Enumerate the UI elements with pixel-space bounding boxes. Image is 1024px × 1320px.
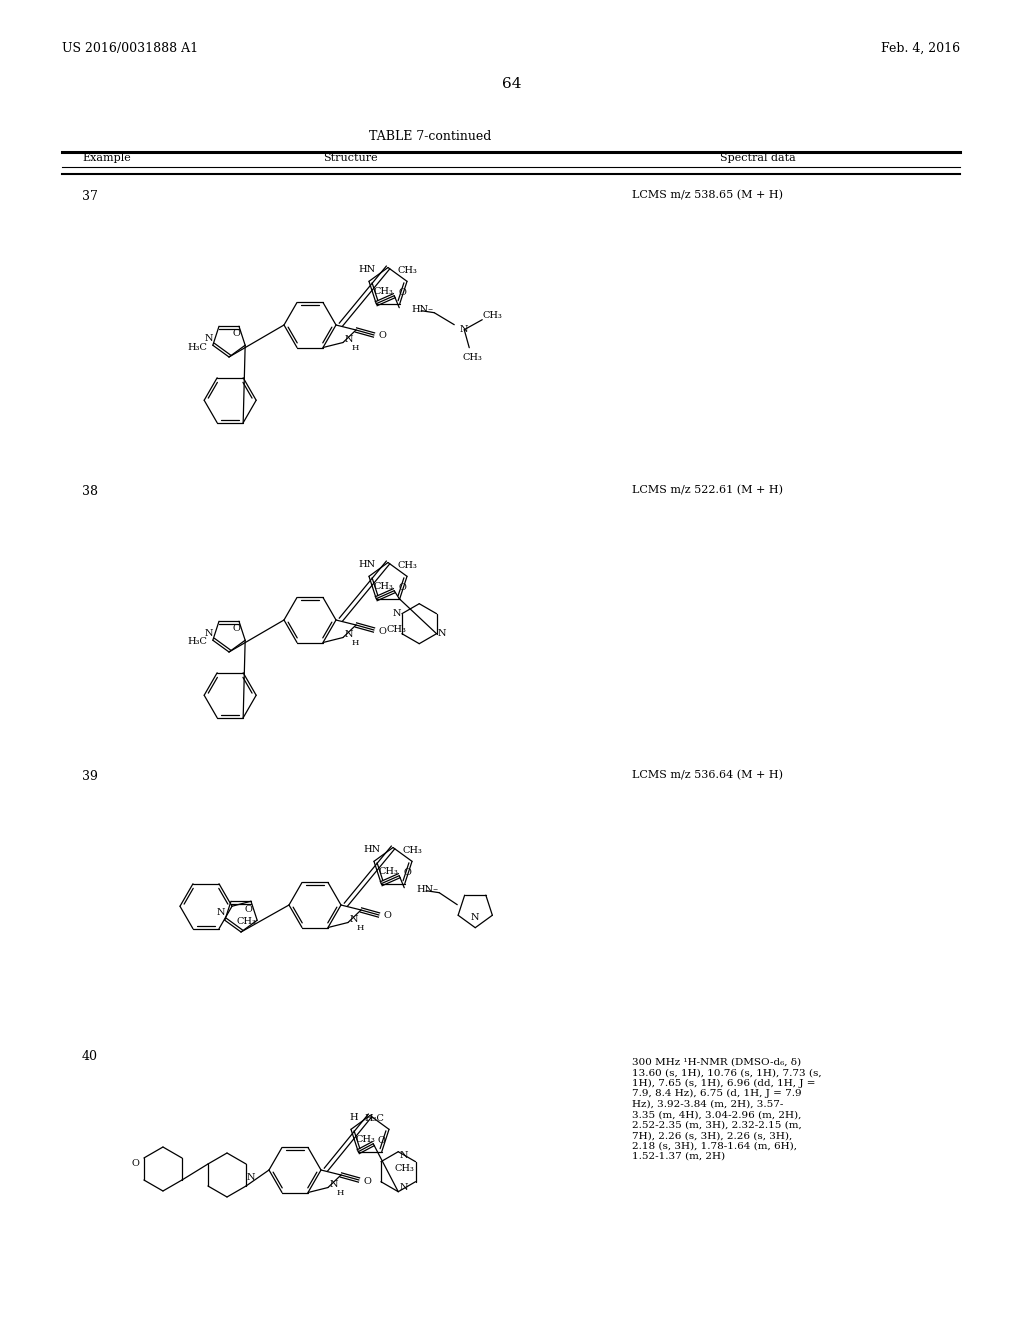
Text: CH₃: CH₃ [378,867,398,876]
Text: N: N [205,628,213,638]
Text: 37: 37 [82,190,98,203]
Text: CH₃: CH₃ [373,582,393,591]
Text: CH₃: CH₃ [387,626,407,634]
Text: Example: Example [82,153,131,162]
Text: H: H [356,924,364,932]
Text: 39: 39 [82,770,98,783]
Text: O: O [383,912,391,920]
Text: H: H [351,639,358,647]
Text: Spectral data: Spectral data [720,153,796,162]
Text: N: N [330,1180,338,1189]
Text: O: O [378,331,386,341]
Text: O: O [398,583,407,593]
Text: N: N [460,325,469,334]
Text: N: N [345,630,353,639]
Text: N: N [205,334,213,343]
Text: 40: 40 [82,1049,98,1063]
Text: 300 MHz ¹H-NMR (DMSO-d₆, δ)
13.60 (s, 1H), 10.76 (s, 1H), 7.73 (s,
1H), 7.65 (s,: 300 MHz ¹H-NMR (DMSO-d₆, δ) 13.60 (s, 1H… [632,1059,821,1160]
Text: O: O [232,329,240,338]
Text: CH₃: CH₃ [402,846,422,855]
Text: O: O [377,1137,385,1146]
Text: CH₃: CH₃ [355,1135,375,1144]
Text: N: N [437,630,445,638]
Text: O: O [244,904,252,913]
Text: N: N [400,1151,409,1160]
Text: N: N [471,913,479,923]
Text: Feb. 4, 2016: Feb. 4, 2016 [881,42,961,55]
Text: 38: 38 [82,484,98,498]
Text: H: H [336,1188,344,1196]
Text: N: N [400,1183,409,1192]
Text: CH₃: CH₃ [397,265,417,275]
Text: CH₃: CH₃ [394,1164,414,1173]
Text: HN: HN [358,560,376,569]
Text: TABLE 7-continued: TABLE 7-continued [369,129,492,143]
Text: 64: 64 [502,77,522,91]
Text: CH₃: CH₃ [482,312,502,321]
Text: N: N [247,1173,255,1183]
Text: H₃C: H₃C [187,342,207,351]
Text: H₃C: H₃C [365,1114,384,1123]
Text: N: N [345,335,353,345]
Text: O: O [132,1159,140,1167]
Text: HN–: HN– [416,886,438,894]
Text: O: O [232,624,240,632]
Text: H: H [349,1113,358,1122]
Text: N: N [217,908,225,917]
Text: LCMS m/z 522.61 (M + H): LCMS m/z 522.61 (M + H) [632,484,783,495]
Text: CH₃: CH₃ [462,354,482,362]
Text: HN: HN [364,845,381,854]
Text: Structure: Structure [323,153,377,162]
Text: CH₃: CH₃ [373,286,393,296]
Text: N: N [350,915,358,924]
Text: LCMS m/z 538.65 (M + H): LCMS m/z 538.65 (M + H) [632,190,783,201]
Text: HN–: HN– [412,305,433,314]
Text: O: O [364,1176,371,1185]
Text: CH₃: CH₃ [397,561,417,570]
Text: O: O [403,869,412,878]
Text: US 2016/0031888 A1: US 2016/0031888 A1 [62,42,198,55]
Text: LCMS m/z 536.64 (M + H): LCMS m/z 536.64 (M + H) [632,770,783,780]
Text: H: H [351,343,358,351]
Text: H₃C: H₃C [187,638,207,647]
Text: N: N [392,610,401,618]
Text: HN: HN [358,265,376,275]
Text: O: O [378,627,386,635]
Text: O: O [398,288,407,297]
Text: CH₃: CH₃ [237,916,256,925]
